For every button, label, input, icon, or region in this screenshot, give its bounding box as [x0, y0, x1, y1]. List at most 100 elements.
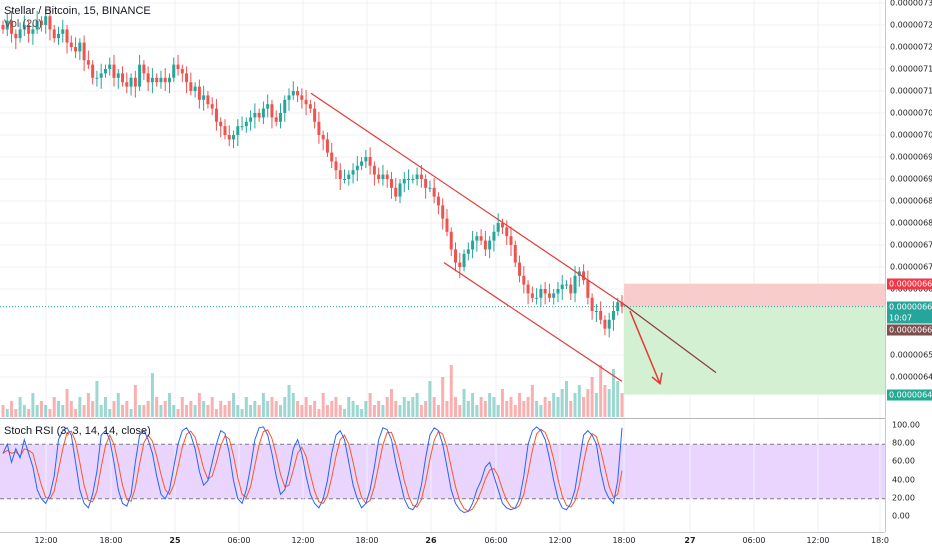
volume-bar — [573, 393, 577, 417]
candle-body — [133, 77, 137, 87]
volume-bar — [402, 397, 406, 417]
volume-bar — [338, 405, 342, 417]
volume-bar — [330, 401, 334, 417]
volume-bar — [35, 405, 39, 417]
volume-bar — [223, 405, 227, 417]
time-tick-label: 18:0 — [871, 536, 889, 545]
time-tick-label: 27 — [684, 536, 696, 545]
volume-indicator-label[interactable]: Vol (20) — [4, 18, 42, 30]
volume-bar — [565, 381, 569, 417]
price-tick-label: 0.00000725 — [890, 20, 932, 30]
volume-bar — [347, 397, 351, 417]
symbol-title: Stellar / Bitcoin, 15, BINANCE — [4, 5, 151, 17]
candle-body — [189, 82, 193, 91]
price-tick-label: 0.00000645 — [890, 372, 932, 382]
wedge-upper-line — [310, 92, 625, 305]
volume-bar — [274, 401, 278, 417]
volume-bar — [185, 405, 189, 417]
price-chart[interactable] — [0, 0, 885, 418]
candle-body — [112, 64, 116, 78]
volume-bar — [620, 393, 624, 417]
candle-body — [582, 271, 586, 281]
volume-bar — [278, 405, 282, 417]
volume-bar — [441, 377, 445, 417]
stoch-rsi-chart[interactable] — [0, 419, 885, 533]
volume-bar — [466, 401, 470, 417]
stoch-rsi-label[interactable]: Stoch RSI (3, 3, 14, 14, close) — [4, 425, 151, 437]
rsi-tick-label: 20.00 — [892, 493, 915, 503]
price-pane[interactable]: Stellar / Bitcoin, 15, BINANCE Vol (20) — [0, 0, 885, 418]
candle-body — [466, 249, 470, 254]
candle-body — [197, 86, 201, 100]
candle-body — [449, 231, 453, 250]
stoch-rsi-pane[interactable]: Stoch RSI (3, 3, 14, 14, close) — [0, 418, 885, 533]
price-tick-label: 0.00000685 — [890, 196, 932, 206]
volume-bar — [535, 401, 539, 417]
candle-body — [48, 16, 52, 30]
candle-body — [99, 73, 103, 78]
volume-bar — [202, 401, 206, 417]
time-axis[interactable]: 12:00 18:00 25 06:00 12:00 18:00 26 06:00 12:00 1… — [0, 532, 889, 551]
candle-body — [291, 91, 295, 96]
time-tick-label: 06:00 — [484, 536, 508, 545]
volume-bar — [146, 401, 150, 417]
candle-body — [52, 29, 56, 39]
volume-bar — [27, 409, 31, 417]
volume-bar — [227, 401, 231, 417]
volume-bar — [505, 401, 509, 417]
volume-bar — [69, 401, 73, 417]
volume-bar — [586, 389, 590, 417]
volume-bar — [1, 405, 5, 417]
price-marker-label: 10:07 — [887, 312, 932, 324]
volume-bar — [261, 393, 265, 417]
volume-bar — [249, 405, 253, 417]
candle-body — [454, 249, 458, 263]
volume-bar — [577, 385, 581, 417]
candle-body — [10, 20, 14, 34]
volume-bar — [78, 397, 82, 417]
rsi-tick-label: 60.00 — [892, 456, 915, 466]
volume-bar — [556, 397, 560, 417]
candle-body — [590, 297, 594, 311]
candle-body — [381, 174, 385, 179]
candle-body — [108, 64, 112, 69]
wedge-lower-line — [443, 262, 623, 382]
volume-bar — [52, 397, 56, 417]
volume-bar — [343, 409, 347, 417]
volume-bar — [385, 397, 389, 417]
volume-bar — [167, 393, 171, 417]
volume-bar — [142, 405, 146, 417]
volume-bar — [14, 409, 18, 417]
candle-body — [163, 77, 167, 83]
volume-bar — [287, 385, 291, 417]
volume-bar — [5, 409, 9, 417]
volume-bar — [244, 397, 248, 417]
volume-bar — [150, 373, 154, 417]
volume-bar — [411, 397, 415, 417]
volume-bar — [594, 393, 598, 417]
candle-body — [547, 293, 551, 298]
candle-body — [214, 108, 218, 122]
rsi-tick-label: 100.00 — [892, 420, 920, 430]
candle-body — [61, 29, 65, 34]
volume-bar — [108, 409, 112, 417]
volume-bar — [193, 405, 197, 417]
candle-body — [296, 91, 300, 96]
candle-body — [86, 60, 90, 65]
candle-body — [39, 20, 43, 25]
candle-body — [543, 289, 547, 294]
volume-bar — [214, 409, 218, 417]
candle-body — [116, 73, 120, 78]
candle-body — [360, 161, 364, 166]
candle-body — [569, 284, 573, 294]
volume-bar — [398, 405, 402, 417]
volume-bar — [257, 405, 261, 417]
candle-body — [219, 121, 223, 127]
candle-body — [95, 77, 99, 79]
candle-body — [539, 289, 543, 298]
candle-body — [261, 108, 265, 118]
volume-bar — [488, 393, 492, 417]
volume-bar — [159, 405, 163, 417]
